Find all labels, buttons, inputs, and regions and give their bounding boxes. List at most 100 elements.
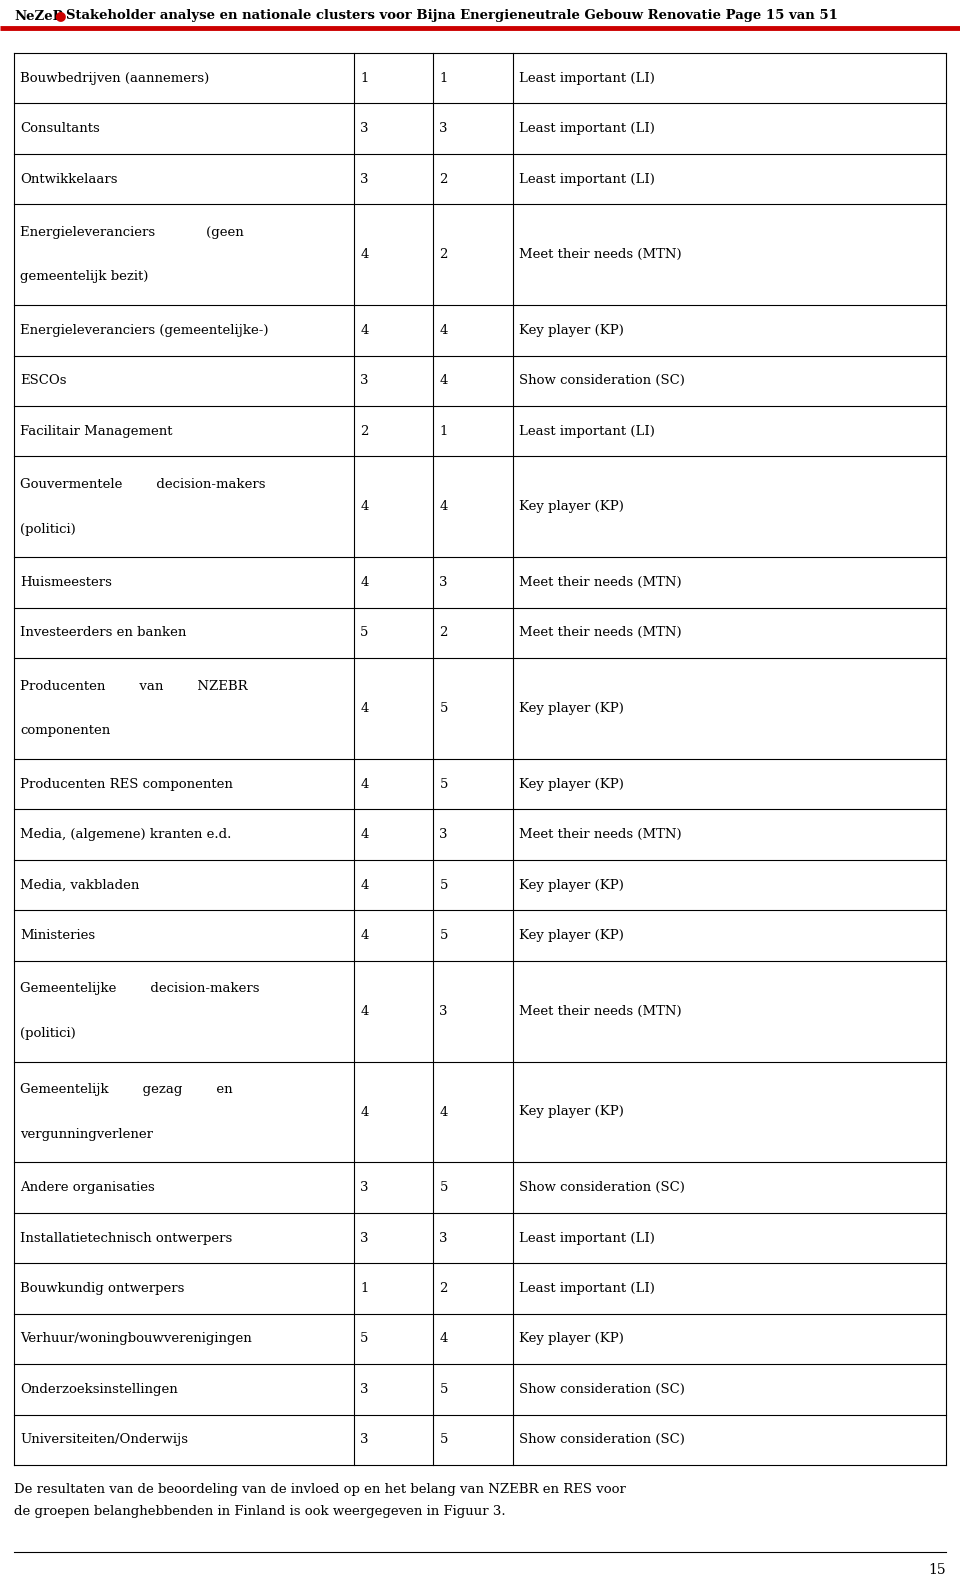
Text: 1: 1	[360, 1282, 369, 1295]
Text: gemeentelijk bezit): gemeentelijk bezit)	[20, 270, 149, 284]
Text: Stakeholder analyse en nationale clusters voor Bijna Energieneutrale Gebouw Reno: Stakeholder analyse en nationale cluster…	[66, 9, 838, 22]
Text: 2: 2	[360, 424, 369, 438]
Text: Key player (KP): Key player (KP)	[518, 1105, 623, 1118]
Text: Gouvermentele        decision-makers: Gouvermentele decision-makers	[20, 478, 266, 490]
Text: Energieleveranciers            (geen: Energieleveranciers (geen	[20, 226, 244, 240]
Text: Huismeesters: Huismeesters	[20, 576, 112, 588]
Text: 4: 4	[360, 702, 369, 714]
Text: Energieleveranciers (gemeentelijke-): Energieleveranciers (gemeentelijke-)	[20, 323, 269, 337]
Text: Meet their needs (MTN): Meet their needs (MTN)	[518, 1005, 682, 1017]
Text: Installatietechnisch ontwerpers: Installatietechnisch ontwerpers	[20, 1232, 232, 1244]
Text: Key player (KP): Key player (KP)	[518, 777, 623, 790]
Text: 1: 1	[440, 424, 447, 438]
Text: 2: 2	[440, 172, 447, 186]
Text: Key player (KP): Key player (KP)	[518, 878, 623, 891]
Text: Key player (KP): Key player (KP)	[518, 500, 623, 514]
Text: 3: 3	[440, 121, 448, 136]
Text: Show consideration (SC): Show consideration (SC)	[518, 1433, 684, 1446]
Text: 4: 4	[360, 828, 369, 841]
Text: ●: ●	[54, 9, 65, 22]
Text: Show consideration (SC): Show consideration (SC)	[518, 1383, 684, 1396]
Text: 4: 4	[440, 500, 447, 514]
Text: Show consideration (SC): Show consideration (SC)	[518, 374, 684, 388]
Text: 5: 5	[440, 702, 447, 714]
Text: Universiteiten/Onderwijs: Universiteiten/Onderwijs	[20, 1433, 188, 1446]
Text: 3: 3	[360, 1181, 369, 1194]
Text: NeZeR: NeZeR	[14, 9, 63, 22]
Text: Least important (LI): Least important (LI)	[518, 424, 655, 438]
Text: 4: 4	[440, 1105, 447, 1118]
Text: Key player (KP): Key player (KP)	[518, 702, 623, 714]
Text: 3: 3	[360, 374, 369, 388]
Text: 3: 3	[440, 1232, 448, 1244]
Text: 1: 1	[440, 71, 447, 85]
Text: Least important (LI): Least important (LI)	[518, 121, 655, 136]
Text: Show consideration (SC): Show consideration (SC)	[518, 1181, 684, 1194]
Text: Meet their needs (MTN): Meet their needs (MTN)	[518, 626, 682, 639]
Text: (politici): (politici)	[20, 522, 76, 536]
Text: vergunningverlener: vergunningverlener	[20, 1128, 153, 1140]
Text: Consultants: Consultants	[20, 121, 100, 136]
Text: 5: 5	[440, 1383, 447, 1396]
Text: Key player (KP): Key player (KP)	[518, 323, 623, 337]
Text: 5: 5	[440, 929, 447, 941]
Text: Least important (LI): Least important (LI)	[518, 71, 655, 85]
Text: Producenten RES componenten: Producenten RES componenten	[20, 777, 233, 790]
Text: Media, vakbladen: Media, vakbladen	[20, 878, 139, 891]
Text: Bouwkundig ontwerpers: Bouwkundig ontwerpers	[20, 1282, 184, 1295]
Text: 2: 2	[440, 1282, 447, 1295]
Text: 4: 4	[360, 500, 369, 514]
Text: 3: 3	[440, 828, 448, 841]
Text: Investeerders en banken: Investeerders en banken	[20, 626, 186, 639]
Text: Facilitair Management: Facilitair Management	[20, 424, 173, 438]
Text: 3: 3	[360, 1433, 369, 1446]
Text: 3: 3	[360, 172, 369, 186]
Text: Least important (LI): Least important (LI)	[518, 1232, 655, 1244]
Text: 4: 4	[360, 323, 369, 337]
Text: 2: 2	[440, 626, 447, 639]
Text: Onderzoeksinstellingen: Onderzoeksinstellingen	[20, 1383, 178, 1396]
Text: Meet their needs (MTN): Meet their needs (MTN)	[518, 576, 682, 588]
Text: De resultaten van de beoordeling van de invloed op en het belang van NZEBR en RE: De resultaten van de beoordeling van de …	[14, 1482, 626, 1497]
Text: Andere organisaties: Andere organisaties	[20, 1181, 155, 1194]
Text: Meet their needs (MTN): Meet their needs (MTN)	[518, 828, 682, 841]
Text: Gemeentelijk        gezag        en: Gemeentelijk gezag en	[20, 1083, 232, 1096]
Text: 5: 5	[440, 1181, 447, 1194]
Text: 4: 4	[440, 323, 447, 337]
Text: 3: 3	[360, 1383, 369, 1396]
Text: Ontwikkelaars: Ontwikkelaars	[20, 172, 117, 186]
Text: 5: 5	[440, 1433, 447, 1446]
Text: 5: 5	[360, 626, 369, 639]
Text: 4: 4	[360, 248, 369, 262]
Text: Media, (algemene) kranten e.d.: Media, (algemene) kranten e.d.	[20, 828, 231, 841]
Text: 1: 1	[360, 71, 369, 85]
Text: de groepen belanghebbenden in Finland is ook weergegeven in Figuur 3.: de groepen belanghebbenden in Finland is…	[14, 1504, 506, 1519]
Text: 4: 4	[360, 1105, 369, 1118]
Text: Ministeries: Ministeries	[20, 929, 95, 941]
Text: 4: 4	[440, 1333, 447, 1345]
Text: 3: 3	[360, 121, 369, 136]
Text: 5: 5	[360, 1333, 369, 1345]
Text: Least important (LI): Least important (LI)	[518, 172, 655, 186]
Text: 4: 4	[360, 576, 369, 588]
Text: Key player (KP): Key player (KP)	[518, 1333, 623, 1345]
Text: Gemeentelijke        decision-makers: Gemeentelijke decision-makers	[20, 982, 259, 995]
Text: 5: 5	[440, 777, 447, 790]
Text: (politici): (politici)	[20, 1027, 76, 1039]
Text: 4: 4	[440, 374, 447, 388]
Text: 15: 15	[928, 1563, 946, 1577]
Text: 4: 4	[360, 1005, 369, 1017]
Text: 3: 3	[360, 1232, 369, 1244]
Text: Key player (KP): Key player (KP)	[518, 929, 623, 941]
Text: Meet their needs (MTN): Meet their needs (MTN)	[518, 248, 682, 262]
Text: Verhuur/woningbouwverenigingen: Verhuur/woningbouwverenigingen	[20, 1333, 252, 1345]
Text: Least important (LI): Least important (LI)	[518, 1282, 655, 1295]
Text: ESCOs: ESCOs	[20, 374, 66, 388]
Text: 5: 5	[440, 878, 447, 891]
Text: 3: 3	[440, 1005, 448, 1017]
Text: 3: 3	[440, 576, 448, 588]
Text: componenten: componenten	[20, 724, 110, 738]
Text: Bouwbedrijven (aannemers): Bouwbedrijven (aannemers)	[20, 71, 209, 85]
Text: 4: 4	[360, 929, 369, 941]
Text: Producenten        van        NZEBR: Producenten van NZEBR	[20, 680, 248, 692]
